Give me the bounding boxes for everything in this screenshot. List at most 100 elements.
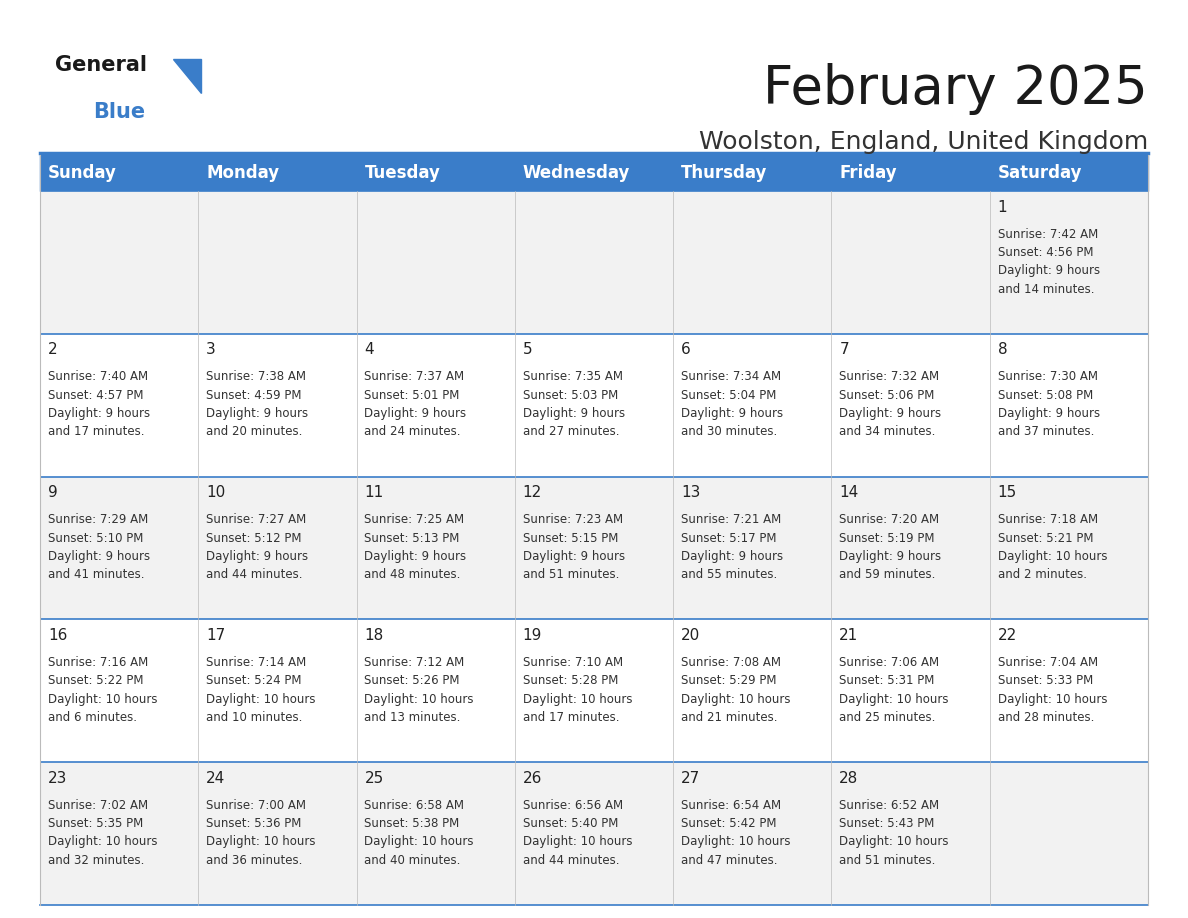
Text: Daylight: 10 hours: Daylight: 10 hours [207, 835, 316, 848]
Text: 7: 7 [840, 342, 849, 357]
Text: Sunrise: 7:10 AM: Sunrise: 7:10 AM [523, 656, 623, 669]
Text: Daylight: 9 hours: Daylight: 9 hours [681, 550, 783, 563]
Text: Sunrise: 7:12 AM: Sunrise: 7:12 AM [365, 656, 465, 669]
Text: Sunset: 5:35 PM: Sunset: 5:35 PM [48, 817, 144, 830]
Text: Thursday: Thursday [681, 164, 767, 182]
Text: 5: 5 [523, 342, 532, 357]
Bar [40, 334, 198, 476]
Bar [514, 476, 674, 620]
Text: Sunset: 4:57 PM: Sunset: 4:57 PM [48, 388, 144, 402]
Text: Sunrise: 7:38 AM: Sunrise: 7:38 AM [207, 371, 307, 384]
Bar [40, 620, 198, 762]
Bar [198, 155, 356, 191]
Text: Daylight: 10 hours: Daylight: 10 hours [523, 835, 632, 848]
Text: Sunset: 5:24 PM: Sunset: 5:24 PM [207, 675, 302, 688]
Bar [990, 620, 1148, 762]
Bar [674, 476, 832, 620]
Text: Sunset: 5:10 PM: Sunset: 5:10 PM [48, 532, 144, 544]
Text: Tuesday: Tuesday [365, 164, 441, 182]
Text: Daylight: 9 hours: Daylight: 9 hours [840, 407, 941, 420]
Text: 28: 28 [840, 771, 859, 786]
Text: 12: 12 [523, 486, 542, 500]
Text: Sunset: 5:26 PM: Sunset: 5:26 PM [365, 675, 460, 688]
Text: Sunrise: 7:06 AM: Sunrise: 7:06 AM [840, 656, 940, 669]
Text: 9: 9 [48, 486, 58, 500]
Text: 21: 21 [840, 628, 859, 643]
Bar [198, 191, 356, 334]
Text: and 36 minutes.: and 36 minutes. [207, 854, 303, 867]
Text: February 2025: February 2025 [763, 63, 1148, 115]
Text: Sunrise: 7:21 AM: Sunrise: 7:21 AM [681, 513, 782, 526]
Text: and 24 minutes.: and 24 minutes. [365, 425, 461, 439]
Bar [832, 191, 990, 334]
Text: Daylight: 9 hours: Daylight: 9 hours [523, 550, 625, 563]
Text: and 47 minutes.: and 47 minutes. [681, 854, 778, 867]
Bar [356, 155, 514, 191]
Text: Sunset: 5:13 PM: Sunset: 5:13 PM [365, 532, 460, 544]
Bar [356, 476, 514, 620]
Text: Daylight: 9 hours: Daylight: 9 hours [840, 550, 941, 563]
Text: Daylight: 9 hours: Daylight: 9 hours [207, 550, 309, 563]
Text: Daylight: 10 hours: Daylight: 10 hours [207, 693, 316, 706]
Text: Sunrise: 7:00 AM: Sunrise: 7:00 AM [207, 799, 307, 812]
Text: Sunset: 5:36 PM: Sunset: 5:36 PM [207, 817, 302, 830]
Text: and 30 minutes.: and 30 minutes. [681, 425, 777, 439]
Text: Sunrise: 7:34 AM: Sunrise: 7:34 AM [681, 371, 782, 384]
Text: and 34 minutes.: and 34 minutes. [840, 425, 936, 439]
Text: and 17 minutes.: and 17 minutes. [523, 711, 619, 724]
Text: and 20 minutes.: and 20 minutes. [207, 425, 303, 439]
Text: Sunset: 5:31 PM: Sunset: 5:31 PM [840, 675, 935, 688]
Text: Sunrise: 7:16 AM: Sunrise: 7:16 AM [48, 656, 148, 669]
Text: 3: 3 [207, 342, 216, 357]
Text: Sunset: 5:03 PM: Sunset: 5:03 PM [523, 388, 618, 402]
Text: Daylight: 10 hours: Daylight: 10 hours [523, 693, 632, 706]
Text: Sunrise: 6:54 AM: Sunrise: 6:54 AM [681, 799, 782, 812]
Text: 25: 25 [365, 771, 384, 786]
Text: and 25 minutes.: and 25 minutes. [840, 711, 936, 724]
Text: and 17 minutes.: and 17 minutes. [48, 425, 145, 439]
Text: Daylight: 9 hours: Daylight: 9 hours [523, 407, 625, 420]
Text: Daylight: 9 hours: Daylight: 9 hours [48, 550, 150, 563]
Text: Sunrise: 7:42 AM: Sunrise: 7:42 AM [998, 228, 1098, 241]
Text: Sunset: 5:40 PM: Sunset: 5:40 PM [523, 817, 618, 830]
Text: Sunset: 5:15 PM: Sunset: 5:15 PM [523, 532, 618, 544]
Text: Sunrise: 7:35 AM: Sunrise: 7:35 AM [523, 371, 623, 384]
Text: Sunrise: 7:14 AM: Sunrise: 7:14 AM [207, 656, 307, 669]
Text: Sunrise: 6:58 AM: Sunrise: 6:58 AM [365, 799, 465, 812]
Text: and 32 minutes.: and 32 minutes. [48, 854, 144, 867]
Text: Wednesday: Wednesday [523, 164, 630, 182]
Text: Sunset: 5:38 PM: Sunset: 5:38 PM [365, 817, 460, 830]
Bar [674, 191, 832, 334]
Text: Sunrise: 7:02 AM: Sunrise: 7:02 AM [48, 799, 148, 812]
Text: and 13 minutes.: and 13 minutes. [365, 711, 461, 724]
Text: Daylight: 10 hours: Daylight: 10 hours [681, 835, 790, 848]
Bar [674, 620, 832, 762]
Text: Sunset: 5:08 PM: Sunset: 5:08 PM [998, 388, 1093, 402]
Text: 13: 13 [681, 486, 701, 500]
Text: and 44 minutes.: and 44 minutes. [207, 568, 303, 581]
Text: Sunset: 5:33 PM: Sunset: 5:33 PM [998, 675, 1093, 688]
Text: Sunrise: 7:37 AM: Sunrise: 7:37 AM [365, 371, 465, 384]
Bar [832, 476, 990, 620]
Bar [198, 762, 356, 905]
Text: and 37 minutes.: and 37 minutes. [998, 425, 1094, 439]
Text: Sunset: 5:01 PM: Sunset: 5:01 PM [365, 388, 460, 402]
Bar [40, 762, 198, 905]
Text: 6: 6 [681, 342, 690, 357]
Bar [356, 334, 514, 476]
Text: Sunset: 4:56 PM: Sunset: 4:56 PM [998, 246, 1093, 259]
Text: Sunday: Sunday [48, 164, 116, 182]
Bar [832, 155, 990, 191]
Text: Sunrise: 7:25 AM: Sunrise: 7:25 AM [365, 513, 465, 526]
Bar [832, 620, 990, 762]
Text: Sunrise: 7:32 AM: Sunrise: 7:32 AM [840, 371, 940, 384]
Text: Daylight: 10 hours: Daylight: 10 hours [681, 693, 790, 706]
Text: Sunset: 5:04 PM: Sunset: 5:04 PM [681, 388, 777, 402]
Bar [40, 191, 198, 334]
Text: Saturday: Saturday [998, 164, 1082, 182]
Text: Sunrise: 6:52 AM: Sunrise: 6:52 AM [840, 799, 940, 812]
Text: Sunrise: 7:30 AM: Sunrise: 7:30 AM [998, 371, 1098, 384]
Text: 24: 24 [207, 771, 226, 786]
Text: 19: 19 [523, 628, 542, 643]
Text: and 21 minutes.: and 21 minutes. [681, 711, 778, 724]
